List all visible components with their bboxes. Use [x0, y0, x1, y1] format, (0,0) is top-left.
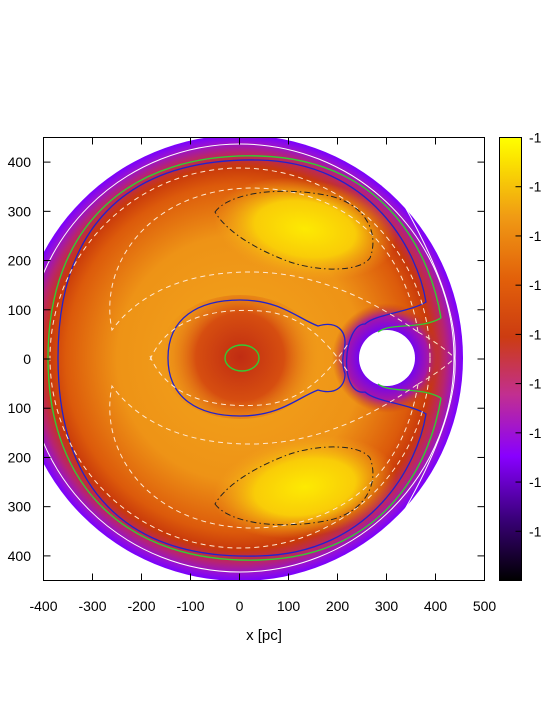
colorbar-tick-label: -1: [529, 277, 542, 293]
colorbar-tick-label: -1: [529, 326, 542, 342]
green-core-contour: [224, 344, 260, 372]
contour-lines: [43, 143, 456, 573]
green-ring-bottom-link: [377, 383, 442, 399]
colorbar-tick-label: -1: [529, 523, 542, 539]
x-tick-marks: [43, 137, 485, 581]
x-tick-label: 200: [326, 598, 350, 614]
central-hole: [359, 330, 415, 386]
dashdot-upper-lobe: [214, 190, 374, 270]
y-tick-label: 400: [8, 154, 32, 170]
y-tick-marks: [43, 161, 485, 557]
y-tick-labels: 400 300 200 100 0 100 200 300 400: [8, 154, 32, 564]
dashed-separatrix-upper: [149, 309, 349, 373]
y-tick-label: 300: [8, 499, 32, 515]
y-tick-label: 400: [8, 548, 32, 564]
dashed-hole-link-upper: [417, 331, 456, 359]
blue-peanut-contour: [167, 299, 346, 417]
x-tick-label: 0: [236, 598, 244, 614]
dashed-lower-crescent: [109, 383, 419, 529]
colorbar-gradient: [499, 137, 522, 581]
dashed-hole-link-lower: [417, 357, 456, 385]
dashed-upper-crescent: [109, 187, 419, 333]
colorbar-tick-label: -1: [529, 376, 542, 392]
colorbar-tick-marks: [515, 137, 522, 532]
colorbar-tick-label: -1: [529, 425, 542, 441]
x-tick-label: -200: [127, 598, 155, 614]
y-tick-label: 300: [8, 203, 32, 219]
heatmap-field: [43, 137, 463, 581]
dashdot-lower-lobe: [214, 446, 374, 526]
x-tick-label: -400: [29, 598, 57, 614]
y-tick-label: 200: [8, 449, 32, 465]
x-tick-label: 300: [375, 598, 399, 614]
y-tick-label: 100: [8, 302, 32, 318]
dashed-separatrix-lower: [149, 343, 349, 407]
x-tick-label: -100: [176, 598, 204, 614]
y-tick-label: 0: [23, 351, 31, 367]
x-tick-label: 100: [277, 598, 301, 614]
x-tick-labels: -400 -300 -200 -100 0 100 200 300 400 500: [29, 598, 496, 614]
core-region: [158, 295, 322, 419]
x-axis-label: x [pc]: [246, 627, 282, 644]
x-tick-label: 400: [424, 598, 448, 614]
colorbar-tick-label: -1: [529, 474, 542, 490]
x-tick-label: -300: [78, 598, 106, 614]
colorbar: -1 -1 -1 -1 -1 -1 -1 -1 -1: [499, 130, 542, 581]
green-ring-top-link: [377, 317, 442, 333]
colorbar-tick-label: -1: [529, 179, 542, 195]
blue-horseshoe-contour: [57, 159, 427, 557]
green-ring-contour: [47, 155, 442, 561]
y-tick-label: 200: [8, 253, 32, 269]
x-tick-label: 500: [473, 598, 497, 614]
y-tick-label: 100: [8, 400, 32, 416]
colorbar-tick-label: -1: [529, 130, 542, 146]
colorbar-tick-labels: -1 -1 -1 -1 -1 -1 -1 -1 -1: [529, 130, 542, 540]
colorbar-tick-label: -1: [529, 228, 542, 244]
dashed-outer-contour: [49, 167, 431, 549]
plot-frame: [43, 137, 485, 581]
